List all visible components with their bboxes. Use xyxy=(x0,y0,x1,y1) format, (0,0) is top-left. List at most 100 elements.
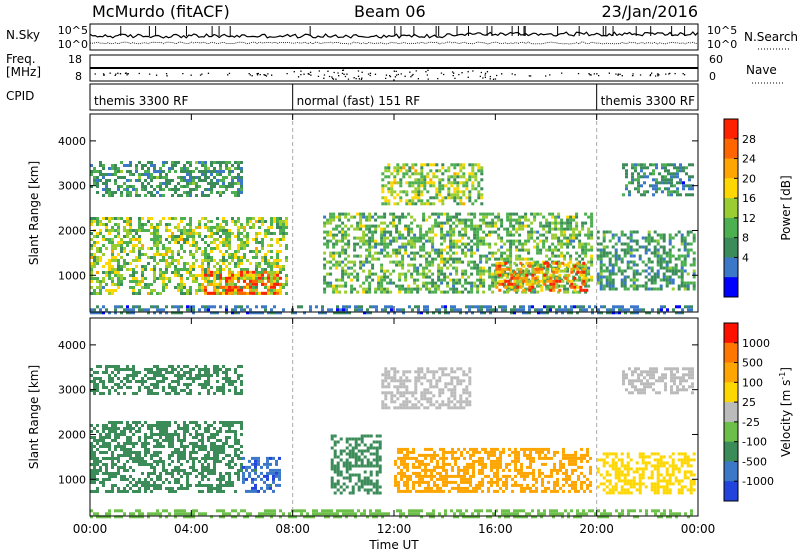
data-cell xyxy=(93,475,96,478)
data-cell xyxy=(615,255,618,258)
data-cell xyxy=(347,240,350,243)
data-cell xyxy=(498,265,501,268)
data-cell xyxy=(231,430,234,433)
data-cell xyxy=(153,460,156,463)
data-cell xyxy=(543,509,546,512)
data-cell xyxy=(631,172,634,175)
data-cell xyxy=(684,285,687,288)
data-cell xyxy=(368,249,371,252)
data-cell xyxy=(234,439,237,442)
data-cell xyxy=(643,190,646,193)
data-cell xyxy=(114,191,117,194)
data-cell xyxy=(207,188,210,191)
nave-dots xyxy=(95,70,686,80)
data-cell xyxy=(189,170,192,173)
data-cell xyxy=(204,247,207,250)
data-cell xyxy=(240,308,243,311)
data-cell xyxy=(657,243,660,246)
data-cell xyxy=(111,421,114,424)
data-cell xyxy=(264,268,267,271)
data-cell xyxy=(183,424,186,427)
data-cell xyxy=(132,305,135,308)
data-cell xyxy=(582,308,585,311)
data-cell xyxy=(228,241,231,244)
data-cell xyxy=(237,244,240,247)
data-cell xyxy=(174,512,177,515)
data-cell xyxy=(126,232,129,235)
data-cell xyxy=(237,274,240,277)
data-cell xyxy=(399,512,402,515)
data-cell xyxy=(282,308,285,311)
data-cell xyxy=(673,190,676,193)
data-cell xyxy=(279,292,282,295)
data-cell xyxy=(582,280,585,283)
data-cell xyxy=(542,246,545,249)
data-cell xyxy=(600,255,603,258)
data-cell xyxy=(207,229,210,232)
data-cell xyxy=(669,240,672,243)
data-cell xyxy=(450,193,453,196)
data-cell xyxy=(590,216,593,219)
data-cell xyxy=(105,433,108,436)
data-cell xyxy=(410,237,413,240)
data-cell xyxy=(326,282,329,285)
data-cell xyxy=(435,175,438,178)
data-cell xyxy=(530,228,533,231)
data-cell xyxy=(356,225,359,228)
data-cell xyxy=(534,308,537,311)
data-cell xyxy=(464,246,467,249)
data-cell xyxy=(612,246,615,249)
data-cell xyxy=(461,252,464,255)
data-cell xyxy=(219,271,222,274)
data-cell xyxy=(210,469,213,472)
data-cell xyxy=(138,235,141,238)
data-cell xyxy=(225,167,228,170)
data-cell xyxy=(507,280,510,283)
data-cell xyxy=(159,460,162,463)
data-cell xyxy=(126,308,129,311)
data-cell xyxy=(204,241,207,244)
data-cell xyxy=(237,191,240,194)
data-cell xyxy=(177,238,180,241)
data-cell xyxy=(675,264,678,267)
data-cell xyxy=(192,274,195,277)
data-cell xyxy=(222,292,225,295)
data-cell xyxy=(285,244,288,247)
data-cell xyxy=(582,277,585,280)
data-cell xyxy=(512,225,515,228)
data-cell xyxy=(180,280,183,283)
cpid-label: themis 3300 RF xyxy=(94,94,188,108)
data-cell xyxy=(323,267,326,270)
data-cell xyxy=(165,250,168,253)
data-cell xyxy=(672,512,675,515)
data-cell xyxy=(198,170,201,173)
data-cell xyxy=(102,472,105,475)
data-cell xyxy=(159,173,162,176)
data-cell xyxy=(413,282,416,285)
data-cell xyxy=(350,216,353,219)
data-cell xyxy=(216,223,219,226)
data-cell xyxy=(368,288,371,291)
data-cell xyxy=(186,475,189,478)
data-cell xyxy=(225,472,228,475)
data-cell xyxy=(129,179,132,182)
data-cell xyxy=(159,292,162,295)
data-cell xyxy=(341,279,344,282)
data-cell xyxy=(156,454,159,457)
data-cell xyxy=(392,252,395,255)
data-cell xyxy=(622,193,625,196)
data-cell xyxy=(513,289,516,292)
data-cell xyxy=(669,258,672,261)
data-cell xyxy=(380,240,383,243)
data-cell xyxy=(392,213,395,216)
data-cell xyxy=(588,509,591,512)
data-cell xyxy=(407,264,410,267)
data-cell xyxy=(249,280,252,283)
data-cell xyxy=(449,264,452,267)
data-cell xyxy=(450,308,453,311)
data-cell xyxy=(273,292,276,295)
data-cell xyxy=(234,176,237,179)
data-cell xyxy=(138,509,141,512)
colorbar-segment xyxy=(724,238,738,258)
data-cell xyxy=(165,487,168,490)
